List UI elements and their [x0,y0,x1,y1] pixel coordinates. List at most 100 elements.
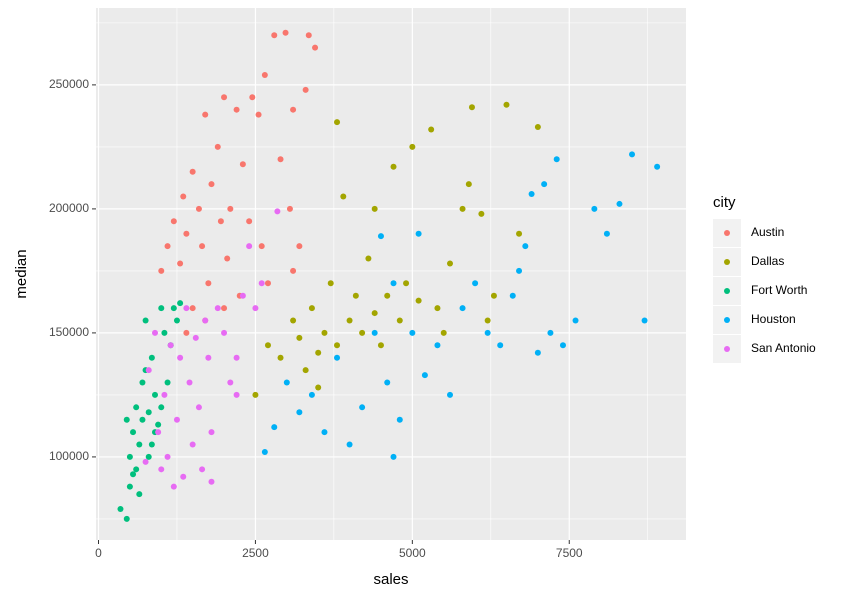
point [503,101,510,108]
point [255,111,262,118]
point [214,143,221,150]
y-tick-label: 200000 [49,201,89,215]
point [123,416,130,423]
point [133,466,140,473]
point [547,329,554,336]
point [302,86,309,93]
y-tick-label: 100000 [49,449,89,463]
point [340,193,347,200]
x-tick-label: 7500 [556,546,583,560]
point [246,218,253,225]
point [528,191,535,198]
point [315,349,322,356]
point [321,329,328,336]
point [145,409,152,416]
point [290,267,297,274]
point [183,305,190,312]
point [158,305,165,312]
point [155,421,162,428]
point [233,354,240,361]
point [603,230,610,237]
legend-label: Austin [751,225,784,239]
point [334,342,341,349]
point [221,94,228,101]
point [296,409,303,416]
point [359,404,366,411]
point [327,280,334,287]
y-tick-label: 250000 [49,77,89,91]
point [239,292,246,299]
legend-label: Houston [751,312,796,326]
point [208,429,215,436]
point [352,292,359,299]
point [541,181,548,188]
legend-dot [724,317,730,323]
point [183,230,190,237]
point [428,126,435,133]
point [271,424,278,431]
point [346,441,353,448]
point [277,354,284,361]
point [189,168,196,175]
point [239,161,246,168]
point [264,280,271,287]
point [365,255,372,262]
point [377,342,384,349]
point [192,334,199,341]
point [180,473,187,480]
point [142,317,149,324]
point [465,181,472,188]
point [136,441,143,448]
point [497,342,504,349]
point [261,71,268,78]
y-tick-label: 150000 [49,325,89,339]
point [173,317,180,324]
point [164,379,171,386]
point [258,243,265,250]
point [252,305,259,312]
legend-dot [724,288,730,294]
x-tick-label: 0 [95,546,102,560]
point [390,280,397,287]
point [180,193,187,200]
point [249,94,256,101]
point [468,104,475,111]
point [202,317,209,324]
point [208,478,215,485]
point [189,441,196,448]
legend-label: Fort Worth [751,283,807,297]
point [283,379,290,386]
point [258,280,265,287]
point [195,404,202,411]
point [421,372,428,379]
point [459,305,466,312]
legend-label: San Antonio [751,341,816,355]
point [286,205,293,212]
point [484,317,491,324]
legend-label: Dallas [751,254,784,268]
point [396,416,403,423]
point [384,292,391,299]
point [130,471,137,478]
point [315,384,322,391]
point [217,218,224,225]
point [384,379,391,386]
point [139,379,146,386]
point [290,317,297,324]
point [296,243,303,250]
point [158,466,165,473]
x-axis-title: sales [373,571,408,588]
point [516,267,523,274]
point [221,305,228,312]
point [195,205,202,212]
point [170,218,177,225]
point [252,391,259,398]
point [321,429,328,436]
point [170,483,177,490]
point [415,230,422,237]
point [296,334,303,341]
point [302,367,309,374]
point [308,305,315,312]
point [308,391,315,398]
